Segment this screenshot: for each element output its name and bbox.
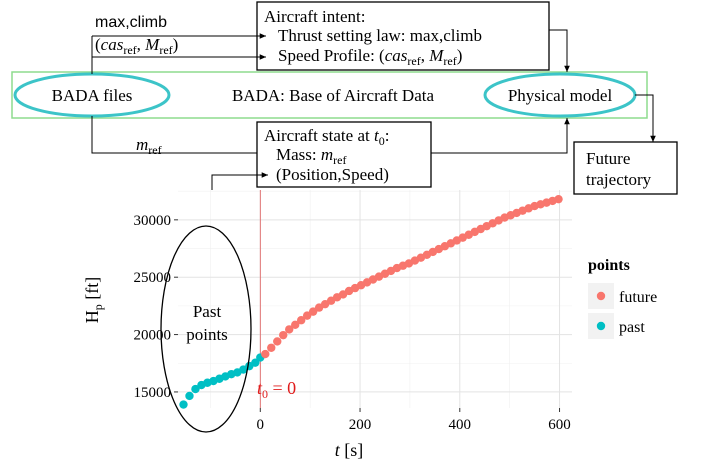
x-ticks: 0 200 400 600 bbox=[257, 408, 571, 433]
intent-thrust-line: Thrust setting law: max,climb bbox=[278, 26, 482, 45]
future-point bbox=[285, 325, 294, 334]
physical-model-label: Physical model bbox=[508, 86, 613, 105]
future-point bbox=[273, 337, 282, 346]
legend-label-past: past bbox=[619, 319, 645, 336]
future-point bbox=[308, 307, 318, 316]
chart: 15000 20000 25000 30000 0 200 400 600 bbox=[134, 190, 572, 433]
x-axis-label: t [s] bbox=[335, 440, 364, 460]
x-tick-label: 0 bbox=[257, 417, 265, 433]
aircraft-state-box bbox=[256, 121, 432, 188]
state-position-line: (Position,Speed) bbox=[276, 165, 389, 184]
bada-files-label: BADA files bbox=[52, 86, 133, 105]
state-title: Aircraft state at t0: bbox=[264, 126, 389, 148]
past-points-line2: points bbox=[186, 325, 228, 344]
past-points-line1: Past bbox=[193, 302, 222, 321]
future-point bbox=[279, 330, 288, 340]
aircraft-intent-box bbox=[256, 1, 550, 71]
x-tick-label: 200 bbox=[349, 417, 372, 433]
y-tick-label: 30000 bbox=[134, 213, 172, 229]
past-point bbox=[185, 391, 194, 401]
arrow-intent-to-physical bbox=[549, 29, 570, 72]
y-ticks: 15000 20000 25000 30000 bbox=[134, 213, 178, 401]
arrow-state-to-physical bbox=[431, 118, 570, 154]
future-trajectory-box bbox=[573, 141, 678, 195]
x-tick-label: 600 bbox=[548, 417, 571, 433]
future-point bbox=[261, 349, 270, 359]
intent-title: Aircraft intent: bbox=[264, 7, 366, 26]
past-point bbox=[179, 400, 188, 409]
past-point bbox=[251, 358, 260, 367]
future-point bbox=[291, 320, 300, 330]
y-axis-label: Hp [ft] bbox=[82, 277, 105, 323]
bada-label: BADA: Base of Aircraft Data bbox=[232, 86, 435, 105]
future-point bbox=[554, 194, 563, 204]
intent-speed-line: Speed Profile: (casref, Mref) bbox=[278, 46, 462, 68]
max-climb-label: max,climb bbox=[95, 14, 167, 31]
future-line2: trajectory bbox=[586, 170, 652, 189]
y-tick-label: 25000 bbox=[134, 270, 172, 286]
legend: points future past bbox=[588, 257, 657, 339]
cas-mref-label: (casref, Mref) bbox=[95, 35, 178, 57]
legend-key-past bbox=[596, 321, 606, 331]
arrow-physical-to-future bbox=[635, 94, 656, 142]
x-tick-label: 400 bbox=[449, 417, 472, 433]
future-point bbox=[302, 311, 312, 320]
legend-key-future bbox=[596, 291, 606, 301]
arrow-mref-path bbox=[91, 116, 257, 154]
past-point bbox=[191, 384, 200, 394]
legend-label-future: future bbox=[619, 289, 657, 306]
t0-label: t0 = 0 bbox=[257, 378, 296, 401]
future-point bbox=[296, 316, 306, 325]
legend-title: points bbox=[588, 257, 630, 274]
points bbox=[179, 194, 563, 409]
state-mass-line: Mass: mref bbox=[276, 145, 346, 167]
y-tick-label: 20000 bbox=[134, 328, 172, 344]
future-point bbox=[267, 343, 276, 352]
y-tick-label: 15000 bbox=[134, 385, 172, 401]
future-line1: Future bbox=[586, 149, 630, 168]
mref-label: mref bbox=[136, 135, 162, 157]
past-points-ellipse bbox=[160, 225, 252, 433]
